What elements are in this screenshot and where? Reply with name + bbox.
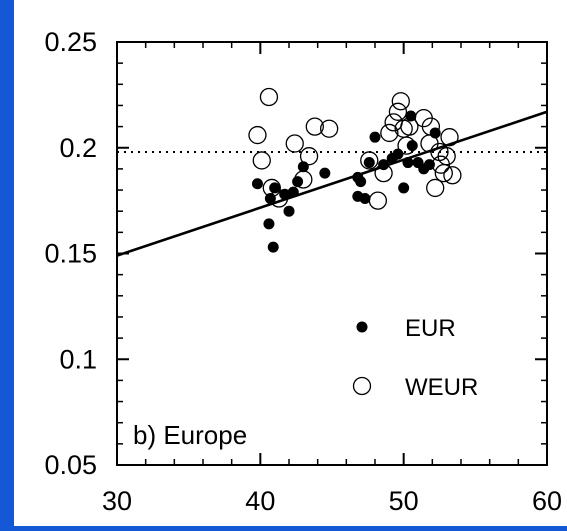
- point-eur: [263, 218, 275, 230]
- point-weur: [388, 102, 408, 121]
- point-weur: [248, 125, 267, 145]
- point-weur: [391, 92, 410, 111]
- point-eur: [355, 176, 367, 188]
- point-weur: [294, 170, 313, 189]
- axes: 30 40 50 60 0.05 0.1 0.15 0.2 0.25: [44, 27, 562, 516]
- point-weur: [285, 134, 304, 153]
- fit-line-path: [116, 110, 548, 257]
- point-eur: [287, 186, 299, 198]
- x-tick-label: 60: [532, 486, 562, 516]
- chart-background: [14, 0, 567, 526]
- point-eur: [406, 140, 418, 152]
- point-eur: [392, 148, 404, 160]
- point-weur: [426, 178, 445, 198]
- data-points: [248, 87, 462, 253]
- x-tick-label: 30: [102, 486, 132, 516]
- point-eur: [369, 131, 381, 143]
- point-weur: [380, 123, 399, 143]
- point-weur: [443, 166, 462, 185]
- point-weur: [400, 117, 419, 136]
- y-tick-label: 0.1: [59, 344, 97, 374]
- point-weur: [259, 87, 279, 107]
- point-weur: [252, 151, 271, 170]
- point-weur: [368, 191, 388, 210]
- point-weur: [319, 119, 339, 138]
- point-weur: [299, 147, 319, 166]
- legend: EUR WEUR: [352, 315, 478, 401]
- y-tick-label: 0.25: [44, 27, 97, 57]
- fit-line: [116, 110, 548, 257]
- point-eur: [363, 157, 375, 169]
- point-weur: [360, 151, 379, 170]
- point-eur: [402, 157, 414, 169]
- point-eur: [319, 167, 331, 179]
- point-eur: [251, 178, 263, 190]
- point-weur: [374, 163, 393, 183]
- x-tick-label: 50: [389, 486, 419, 516]
- y-tick-label: 0.2: [59, 133, 97, 163]
- point-weur: [440, 128, 459, 147]
- point-weur: [269, 189, 289, 208]
- legend-marker-eur: [356, 321, 368, 333]
- legend-marker-weur: [352, 376, 372, 396]
- point-eur: [359, 193, 371, 205]
- legend-label-eur: EUR: [405, 315, 456, 342]
- legend-label-weur: WEUR: [405, 374, 478, 401]
- point-weur: [262, 178, 281, 198]
- x-tick-label: 40: [245, 486, 275, 516]
- point-eur: [398, 182, 410, 194]
- chart-annotation: b) Europe: [133, 420, 247, 450]
- y-tick-label: 0.05: [44, 450, 97, 480]
- point-eur: [283, 205, 295, 217]
- point-weur: [431, 155, 451, 174]
- y-tick-label: 0.15: [44, 239, 97, 269]
- point-weur: [397, 136, 416, 155]
- point-eur: [267, 241, 279, 253]
- point-weur: [421, 117, 441, 136]
- point-weur: [305, 117, 324, 136]
